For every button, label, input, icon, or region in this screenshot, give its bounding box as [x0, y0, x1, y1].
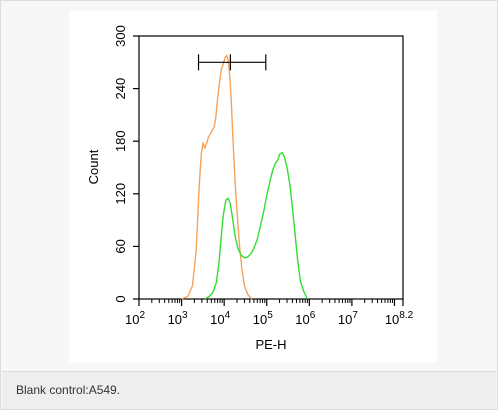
x-tick-label: 102	[125, 310, 145, 327]
x-axis-label: PE-H	[255, 337, 286, 352]
figure-caption: Blank control:A549.	[16, 383, 121, 397]
y-tick-label: 300	[113, 25, 128, 47]
histogram-chart: Count PE-H 0 60 120 180 240 300 102 103 104 105 1…	[86, 25, 414, 352]
y-tick-label: 240	[113, 78, 128, 100]
y-tick-label: 120	[113, 183, 128, 205]
x-tick-label: 108.2	[385, 310, 414, 327]
y-axis-label: Count	[86, 149, 101, 184]
histogram-series-2	[204, 151, 309, 300]
histogram-series-1	[181, 54, 253, 300]
x-tick-label: 105	[253, 310, 273, 327]
x-tick-label: 104	[210, 310, 230, 327]
x-tick-label: 103	[168, 310, 188, 327]
plot-card: Count PE-H 0 60 120 180 240 300 102 103 104 105 1…	[69, 11, 437, 363]
x-tick-label: 107	[338, 310, 358, 327]
x-tick-label: 106	[295, 310, 315, 327]
y-tick-label: 60	[113, 239, 128, 253]
caption-bar: Blank control:A549.	[2, 371, 496, 409]
plot-area	[138, 35, 404, 300]
y-tick-label: 180	[113, 130, 128, 152]
y-tick-label: 0	[113, 295, 128, 302]
